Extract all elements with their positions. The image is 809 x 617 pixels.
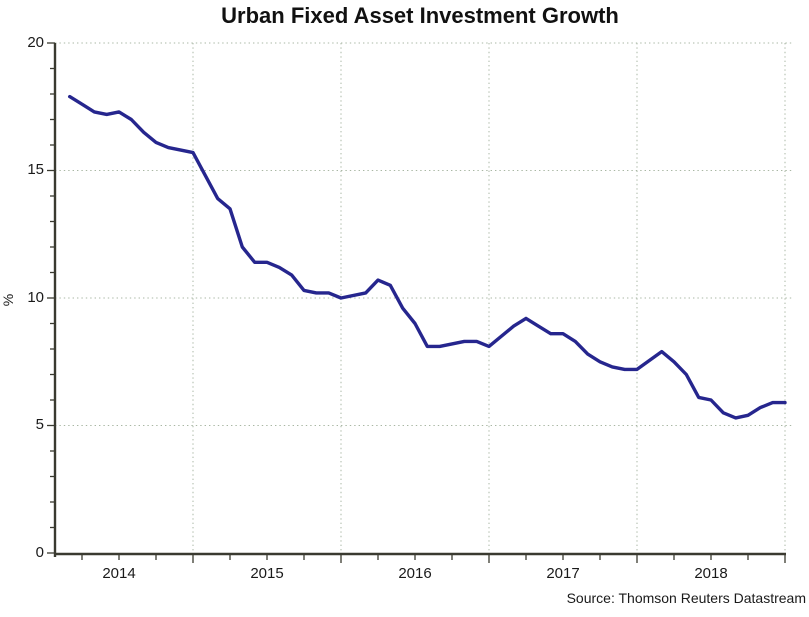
y-axis-tick-label: 5 xyxy=(35,416,44,433)
x-axis-tick-label: 2014 xyxy=(102,565,136,582)
chart-title: Urban Fixed Asset Investment Growth xyxy=(221,3,619,28)
source-credit: Source: Thomson Reuters Datastream xyxy=(566,590,806,606)
y-axis-tick-label: 0 xyxy=(35,544,44,561)
y-axis-tick-label: 15 xyxy=(27,161,44,178)
y-axis-tick-label: 10 xyxy=(27,289,44,306)
x-axis-tick-label: 2015 xyxy=(250,565,284,582)
x-axis-tick-label: 2018 xyxy=(694,565,728,582)
y-axis-unit-label: % xyxy=(0,293,16,307)
y-axis-tick-label: 20 xyxy=(27,34,44,51)
x-axis-tick-label: 2016 xyxy=(398,565,432,582)
x-axis-tick-label: 2017 xyxy=(546,565,580,582)
